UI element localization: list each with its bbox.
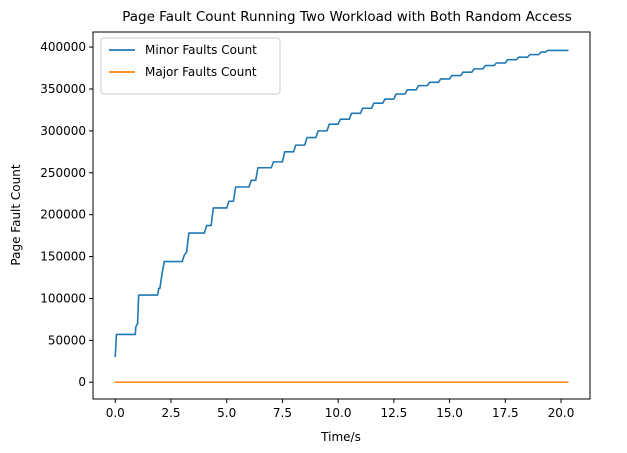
legend-label-2: Major Faults Count [145,65,257,79]
x-axis-ticks: 0.0 2.5 5.0 7.5 10.0 12.5 15.0 17.5 20.0 [106,399,575,420]
series-line-1 [114,49,569,358]
x-tick-label: 0.0 [106,406,125,420]
chart-title: Page Fault Count Running Two Workload wi… [122,9,572,25]
y-tick-label: 50000 [48,333,86,347]
x-tick-label: 10.0 [325,406,352,420]
x-tick-label: 17.5 [492,406,519,420]
x-tick-label: 2.5 [161,406,180,420]
chart-legend: Minor Faults Count Major Faults Count [100,37,281,95]
x-tick-label: 12.5 [381,406,408,420]
y-tick-label: 100000 [40,291,86,305]
y-tick-label: 200000 [40,208,86,222]
x-tick-label: 5.0 [217,406,236,420]
y-tick-label: 400000 [40,40,86,54]
y-tick-label: 350000 [40,82,86,96]
series-layer [114,49,569,384]
x-tick-label: 7.5 [273,406,292,420]
y-tick-label: 0 [78,375,86,389]
y-tick-label: 150000 [40,250,86,264]
y-axis-ticks: 0 50000 100000 150000 200000 250000 300000 3500… [40,40,93,389]
x-axis-label: Time/s [320,430,361,444]
x-tick-label: 20.0 [548,406,575,420]
legend-box [100,37,281,95]
y-tick-label: 250000 [40,166,86,180]
legend-label-1: Minor Faults Count [145,43,257,57]
y-axis-label: Page Fault Count [9,164,23,265]
y-tick-label: 300000 [40,124,86,138]
x-tick-label: 15.0 [436,406,463,420]
plot-frame [92,31,591,400]
